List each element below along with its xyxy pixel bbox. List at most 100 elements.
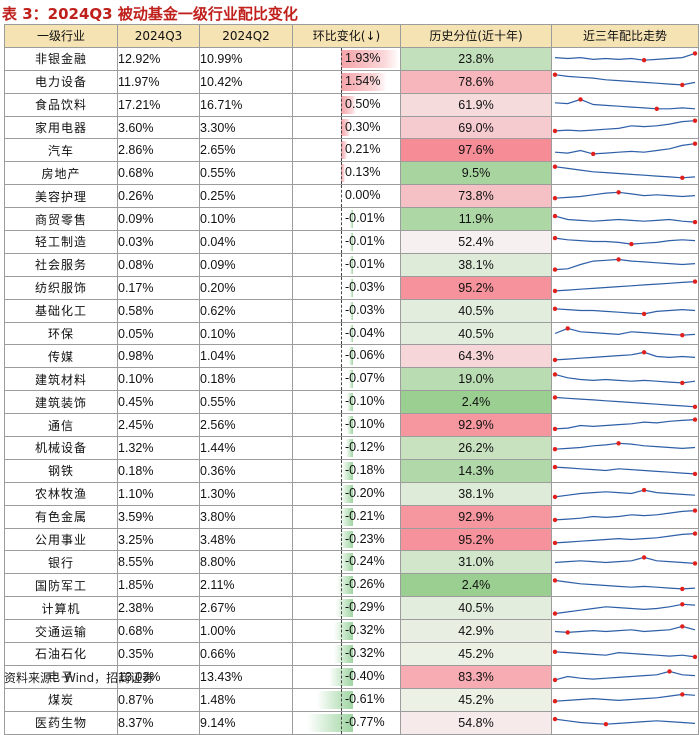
percentile-cell: 40.5%	[400, 321, 552, 346]
sparkline-path	[554, 120, 696, 132]
trend-cell	[551, 390, 699, 415]
positive-change-bar	[341, 118, 350, 137]
trend-sparkline	[552, 601, 696, 616]
q3-cell: 0.10%	[117, 367, 200, 392]
change-value: 0.21%	[345, 142, 381, 157]
header-row: 一级行业 2024Q3 2024Q2 环比变化(↓) 历史分位(近十年) 近三年…	[4, 24, 699, 48]
sparkline-high-marker	[616, 189, 621, 195]
sparkline-high-marker	[552, 371, 558, 377]
industry-cell: 有色金属	[4, 504, 118, 529]
q2-cell: 10.99%	[199, 46, 293, 71]
sparkline-path	[554, 191, 696, 199]
negative-change-bar	[347, 393, 353, 412]
header-percentile: 历史分位(近十年)	[400, 24, 552, 48]
change-cell: -0.10%	[292, 390, 401, 415]
trend-cell	[551, 710, 699, 735]
sparkline-high-marker	[552, 306, 558, 312]
zero-axis-line	[341, 208, 342, 230]
sparkline-high-marker	[692, 508, 698, 513]
q3-cell: 8.37%	[117, 710, 200, 735]
trend-cell	[551, 573, 699, 598]
table-row: 农林牧渔 1.10% 1.30% -0.20% 38.1%	[4, 481, 699, 506]
sparkline-high-marker	[641, 555, 647, 560]
q3-cell: 0.26%	[117, 184, 200, 209]
sparkline-high-marker	[692, 531, 698, 536]
sparkline-path	[554, 418, 696, 430]
table-row: 计算机 2.38% 2.67% -0.29% 40.5%	[4, 596, 699, 621]
sparkline-low-marker	[680, 586, 685, 591]
table-row: 钢铁 0.18% 0.36% -0.18% 14.3%	[4, 458, 699, 483]
trend-cell	[551, 504, 699, 529]
change-value: -0.32%	[345, 623, 385, 638]
change-cell: -0.01%	[292, 252, 401, 277]
sparkline-high-marker	[552, 164, 558, 169]
q2-cell: 1.44%	[199, 436, 293, 460]
zero-axis-line	[341, 529, 342, 550]
change-value: -0.21%	[345, 508, 385, 523]
q3-cell: 0.58%	[117, 298, 200, 323]
sparkline-path	[554, 579, 696, 590]
industry-cell: 建筑材料	[4, 367, 118, 392]
industry-cell: 汽车	[4, 138, 118, 163]
trend-cell	[551, 458, 699, 483]
table-row: 食品饮料 17.21% 16.71% 0.50% 61.9%	[4, 92, 699, 117]
q3-cell: 3.25%	[117, 527, 200, 552]
sparkline-path	[554, 718, 696, 725]
sparkline-low-marker	[680, 175, 685, 180]
zero-axis-line	[341, 162, 342, 184]
trend-sparkline	[554, 51, 698, 63]
negative-change-bar	[349, 347, 353, 366]
change-value: -0.26%	[345, 577, 385, 592]
industry-cell: 医药生物	[4, 710, 118, 735]
positive-change-bar	[341, 141, 348, 160]
industry-cell: 银行	[4, 550, 118, 575]
sparkline-low-marker	[654, 106, 659, 112]
q2-cell: 3.48%	[199, 527, 293, 552]
percentile-cell: 92.9%	[400, 413, 552, 438]
zero-axis-line	[341, 666, 342, 688]
trend-cell	[551, 367, 699, 392]
industry-allocation-table: 一级行业 2024Q3 2024Q2 环比变化(↓) 历史分位(近十年) 近三年…	[4, 24, 699, 735]
percentile-cell: 38.1%	[400, 481, 552, 506]
trend-cell	[551, 481, 699, 506]
change-value: -0.10%	[345, 394, 385, 409]
zero-axis-line	[341, 551, 342, 573]
percentile-cell: 11.9%	[400, 207, 552, 232]
change-cell: -0.06%	[292, 344, 401, 369]
table-title: 表 3：2024Q3 被动基金一级行业配比变化	[2, 5, 298, 23]
q3-cell: 8.55%	[117, 550, 200, 575]
zero-axis-line	[341, 48, 342, 70]
percentile-cell: 2.4%	[400, 390, 552, 415]
trend-sparkline	[552, 465, 698, 477]
change-value: 0.00%	[345, 188, 381, 203]
negative-change-bar	[338, 553, 353, 572]
negative-change-bar	[347, 416, 353, 435]
table-row: 公用事业 3.25% 3.48% -0.23% 95.2%	[4, 527, 699, 552]
change-cell: -0.26%	[292, 573, 401, 598]
sparkline-low-marker	[603, 722, 609, 727]
change-cell: 0.21%	[292, 138, 401, 163]
zero-axis-line	[341, 323, 342, 344]
industry-cell: 交通运输	[4, 619, 118, 644]
table-row: 环保 0.05% 0.10% -0.04% 40.5%	[4, 321, 699, 346]
q3-cell: 2.45%	[117, 413, 200, 438]
trend-sparkline	[552, 350, 696, 363]
zero-axis-line	[341, 254, 342, 276]
trend-sparkline	[552, 650, 698, 660]
percentile-cell: 64.3%	[400, 344, 552, 369]
negative-change-bar	[350, 233, 353, 251]
change-cell: -0.77%	[292, 710, 401, 735]
sparkline-low-marker	[552, 426, 558, 431]
q3-cell: 0.05%	[117, 321, 200, 346]
zero-axis-line	[341, 368, 342, 390]
table-row: 建筑材料 0.10% 0.18% -0.07% 19.0%	[4, 367, 699, 392]
trend-cell	[551, 252, 699, 277]
industry-cell: 食品饮料	[4, 92, 118, 117]
q2-cell: 0.36%	[199, 458, 293, 483]
q2-cell: 1.00%	[199, 619, 293, 644]
trend-cell	[551, 115, 699, 140]
table-row: 非银金融 12.92% 10.99% 1.93% 23.8%	[4, 46, 699, 71]
zero-axis-line	[341, 391, 342, 413]
sparkline-path	[554, 625, 696, 633]
change-value: -0.03%	[345, 302, 385, 317]
